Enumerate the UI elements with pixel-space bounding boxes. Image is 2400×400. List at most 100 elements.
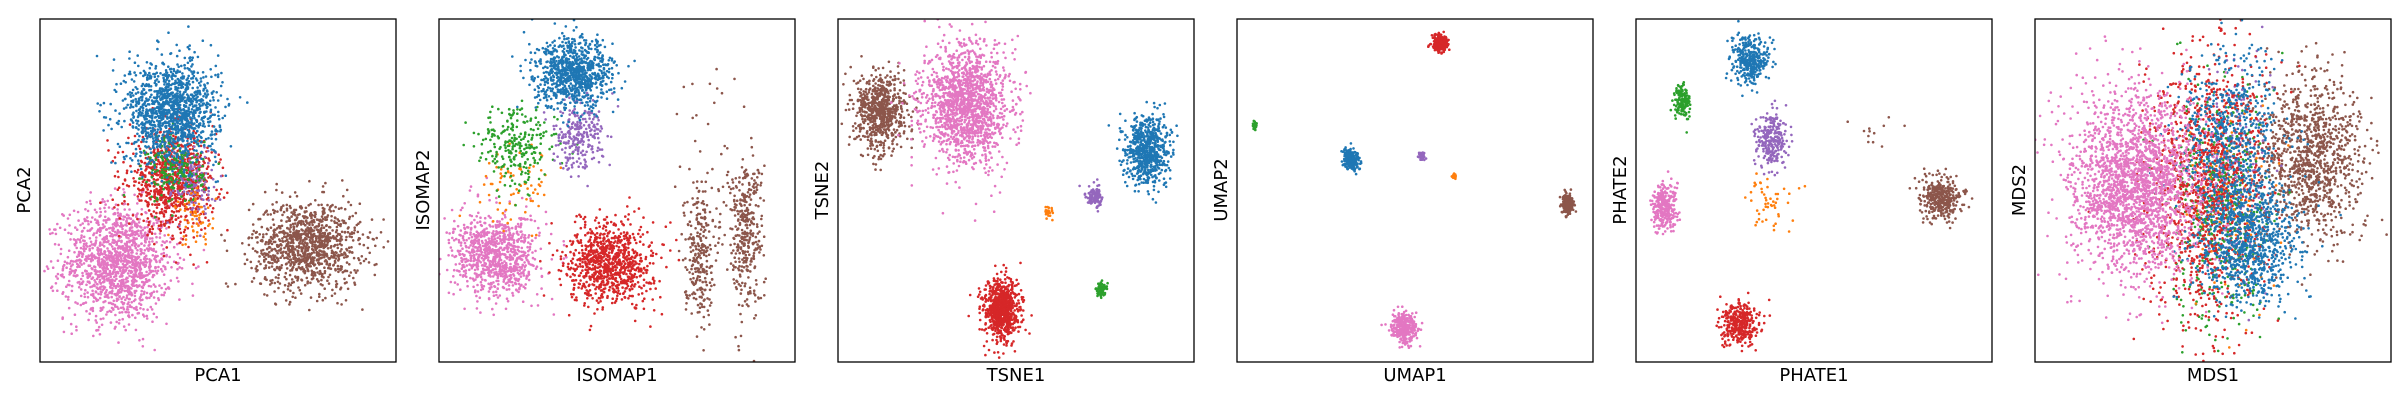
scatter-point-purple [195,169,199,172]
scatter-point-brown [323,266,326,270]
scatter-point-pink [56,259,60,263]
scatter-point-brown [325,215,329,219]
scatter-point-brown [318,242,322,246]
scatter-point-pink [125,296,129,300]
scatter-point-red [160,207,164,211]
scatter-point-brown [334,205,337,209]
scatter-point-red [210,151,213,154]
scatter-point-brown [252,229,256,233]
scatter-point-red [129,164,132,168]
scatter-point-pink [148,247,151,251]
scatter-point-pink [115,221,119,225]
scatter-point-pink [151,237,154,240]
scatter-point-brown [268,238,271,242]
scatter-point-brown [316,271,319,274]
scatter-point-blue [192,149,196,152]
scatter-point-green [160,176,164,179]
scatter-point-blue [145,97,148,100]
scatter-point-brown [273,260,277,263]
scatter-point-brown [325,260,329,263]
scatter-point-pink [121,280,124,284]
scatter-point-pink [128,265,131,268]
scatter-point-pink [128,305,132,309]
scatter-point-pink [53,242,57,246]
scatter-point-brown [265,294,269,297]
scatter-point-pink [67,279,71,283]
scatter-point-pink [96,259,100,263]
scatter-point-pink [113,303,117,307]
scatter-point-brown [305,215,308,219]
scatter-point-green [197,168,201,171]
scatter-point-blue [156,89,160,93]
scatter-point-blue [187,152,191,156]
scatter-point-blue [187,80,191,83]
scatter-point-purple [190,189,193,193]
scatter-point-pink [133,264,137,267]
scatter-point-brown [251,247,255,250]
scatter-point-pink [62,263,66,267]
scatter-point-green [156,169,159,172]
scatter-point-pink [114,265,118,269]
scatter-point-brown [286,253,290,256]
scatter-point-green [165,181,169,184]
scatter-point-blue [122,155,126,159]
scatter-point-blue [181,127,185,130]
scatter-point-brown [263,276,267,279]
scatter-point-red [174,135,178,139]
scatter-point-pink [68,283,71,287]
scatter-point-blue [156,139,160,142]
scatter-point-pink [131,238,135,242]
scatter-point-brown [319,220,323,223]
scatter-point-pink [125,217,129,220]
scatter-point-red [162,254,166,258]
scatter-point-pink [148,266,151,269]
scatter-point-blue [148,120,152,124]
scatter-point-pink [141,345,145,348]
scatter-point-pink [91,267,94,271]
scatter-point-pink [107,249,110,253]
scatter-point-brown [314,213,317,216]
scatter-point-brown [348,274,351,278]
scatter-point-pink [147,244,150,247]
scatter-point-pink [91,308,94,311]
scatter-point-brown [366,246,370,250]
scatter-point-pink [84,208,87,211]
scatter-point-pink [160,252,163,256]
scatter-point-blue [191,86,194,90]
scatter-point-brown [302,232,306,236]
scatter-point-pink [122,325,126,328]
scatter-point-brown [360,254,364,258]
scatter-point-pink [152,312,156,316]
scatter-point-brown [317,280,320,283]
scatter-point-pink [128,274,131,278]
scatter-point-orange [191,217,194,221]
scatter-point-pink [131,263,134,266]
scatter-point-pink [176,242,179,246]
scatter-point-pink [115,320,118,324]
scatter-point-pink [108,231,111,234]
scatter-point-green [151,168,154,172]
scatter-point-pink [109,286,112,289]
scatter-point-brown [341,179,344,182]
scatter-point-red [170,237,174,241]
scatter-point-red [205,167,209,170]
scatter-point-blue [174,145,178,149]
scatter-point-brown [322,253,325,257]
scatter-point-blue [134,147,138,151]
scatter-point-pink [88,237,92,240]
scatter-point-pink [111,272,114,276]
scatter-point-brown [335,282,339,286]
scatter-point-red [132,184,136,187]
scatter-point-red [150,225,154,228]
scatter-point-brown [300,279,304,282]
scatter-point-pink [83,249,86,253]
scatter-point-pink [108,251,111,255]
scatter-point-brown [386,240,390,243]
scatter-point-pink [130,221,134,224]
scatter-point-purple [184,180,188,183]
scatter-point-pink [74,260,77,263]
scatter-point-blue [172,137,175,141]
scatter-point-pink [135,252,138,255]
scatter-point-pink [112,257,115,260]
scatter-point-blue [199,92,202,96]
